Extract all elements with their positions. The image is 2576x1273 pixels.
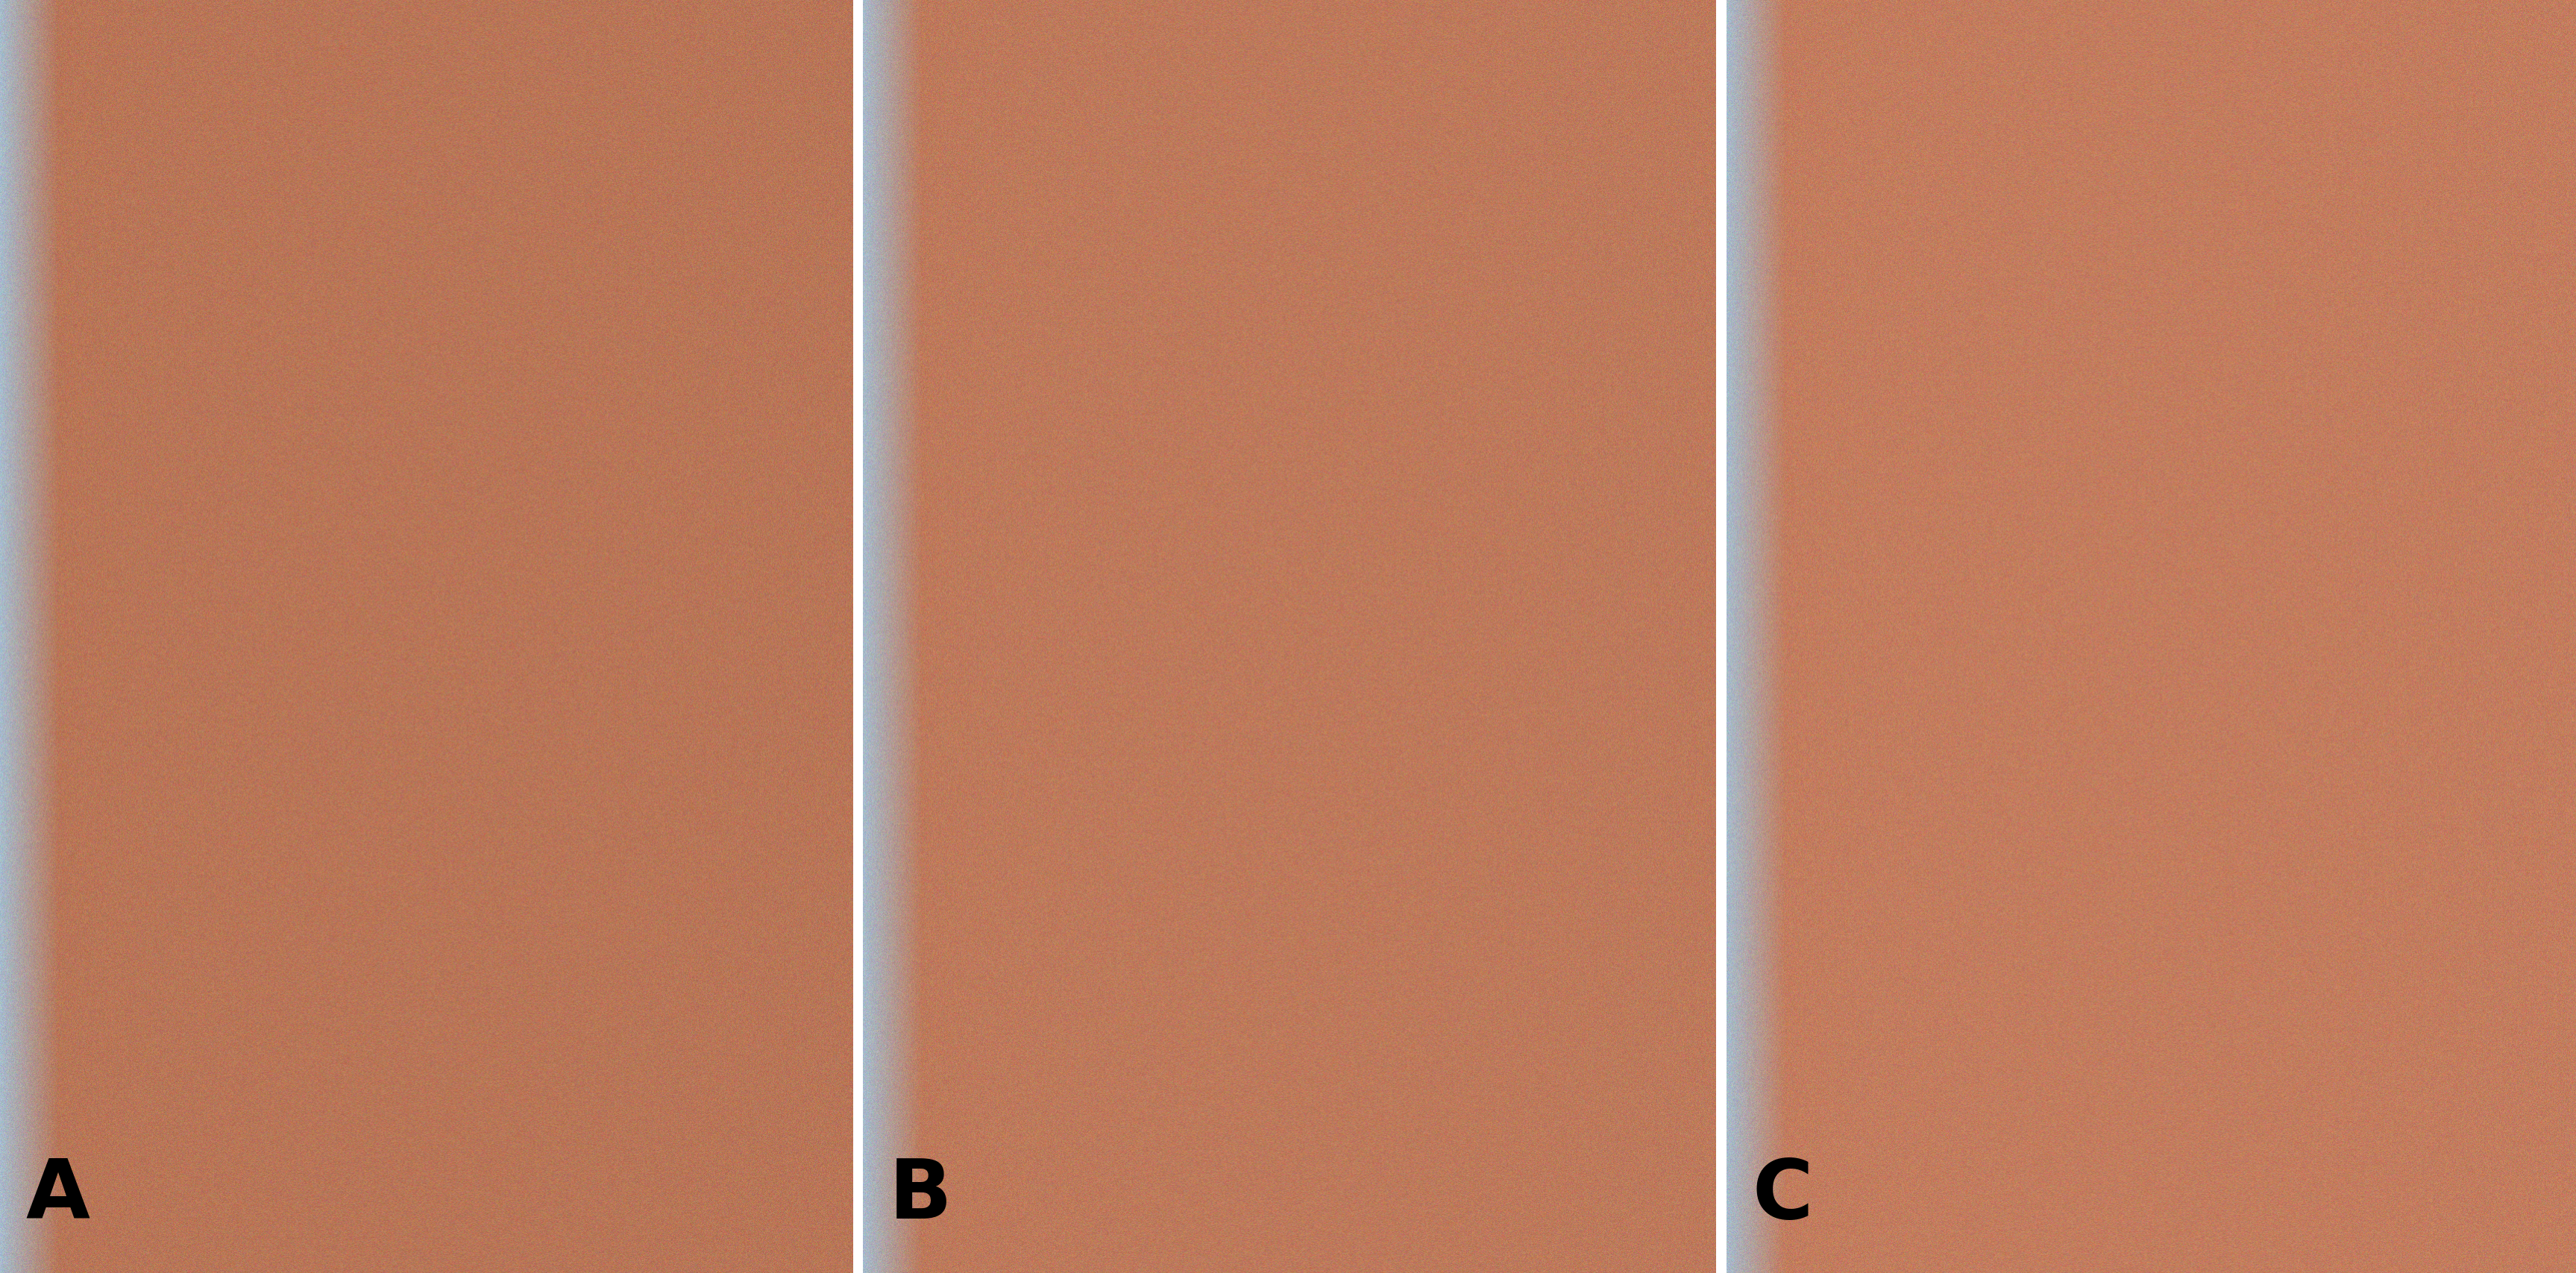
Text: A: A xyxy=(26,1155,90,1235)
Text: C: C xyxy=(1752,1155,1814,1235)
Text: B: B xyxy=(889,1155,951,1235)
